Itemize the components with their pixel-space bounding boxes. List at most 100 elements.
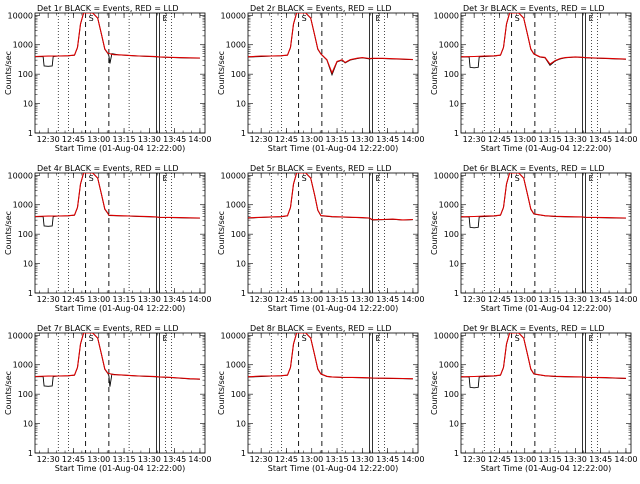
y-tick-label: 1000 (13, 201, 33, 210)
x-tick-label: 12:30 (250, 135, 273, 144)
events-series-line (35, 333, 200, 387)
y-tick-label: 1000 (13, 41, 33, 50)
y-tick-label: 1000 (226, 361, 246, 370)
x-tick-label: 12:45 (488, 135, 511, 144)
x-tick-label: 14:00 (188, 455, 211, 464)
y-tick-label: 100 (231, 70, 246, 79)
lld-series-line (248, 13, 413, 75)
x-axis-label: Start Time (01-Aug-04 12:22:00) (268, 304, 399, 313)
y-tick-label: 1000 (439, 201, 459, 210)
x-axis-label: Start Time (01-Aug-04 12:22:00) (481, 304, 612, 313)
panel-title: Det 4r BLACK = Events, RED = LLD (37, 164, 179, 173)
x-tick-label: 13:15 (113, 135, 136, 144)
x-tick-label: 13:15 (539, 135, 562, 144)
x-tick-label: 14:00 (614, 135, 637, 144)
y-tick-label: 1000 (439, 41, 459, 50)
end-marker-label: E (375, 174, 380, 183)
end-marker-label: E (588, 174, 593, 183)
end-marker-label: E (375, 14, 380, 23)
start-marker-label: S (89, 14, 94, 23)
y-tick-label: 10000 (434, 11, 459, 20)
x-tick-label: 13:00 (300, 455, 323, 464)
start-marker-label: S (302, 14, 307, 23)
x-axis-label: Start Time (01-Aug-04 12:22:00) (55, 304, 186, 313)
y-axis-label: Counts/sec (430, 371, 439, 415)
x-tick-label: 12:30 (37, 295, 60, 304)
y-tick-label: 1 (454, 449, 459, 458)
detector-panel-5: Det 5r BLACK = Events, RED = LLD 1 10 100 10… (217, 164, 424, 313)
x-tick-label: 13:00 (87, 135, 110, 144)
events-series-line (461, 173, 626, 229)
x-tick-label: 12:30 (37, 135, 60, 144)
x-tick-label: 13:45 (589, 135, 612, 144)
x-tick-label: 13:00 (300, 135, 323, 144)
x-tick-label: 12:45 (488, 455, 511, 464)
x-tick-label: 12:30 (250, 295, 273, 304)
x-tick-label: 13:00 (513, 135, 536, 144)
start-marker-label: S (89, 334, 94, 343)
y-tick-label: 1000 (226, 201, 246, 210)
x-tick-label: 14:00 (401, 295, 424, 304)
x-tick-label: 12:45 (62, 295, 85, 304)
x-tick-label: 13:15 (326, 135, 349, 144)
y-tick-label: 10 (236, 420, 246, 429)
x-tick-label: 12:45 (275, 295, 298, 304)
x-axis-label: Start Time (01-Aug-04 12:22:00) (268, 464, 399, 473)
plot-frame (34, 12, 206, 134)
x-tick-label: 13:15 (326, 295, 349, 304)
panel-title: Det 5r BLACK = Events, RED = LLD (250, 164, 392, 173)
y-tick-label: 100 (444, 230, 459, 239)
events-series-line (35, 173, 200, 227)
y-tick-label: 10 (449, 420, 459, 429)
plot-frame (460, 172, 632, 294)
end-marker-label: E (162, 174, 167, 183)
x-tick-label: 13:15 (539, 295, 562, 304)
y-tick-label: 10000 (8, 11, 33, 20)
y-tick-label: 1000 (226, 41, 246, 50)
y-tick-label: 10000 (8, 171, 33, 180)
detector-panel-6: Det 6r BLACK = Events, RED = LLD 1 10 100 10… (430, 164, 637, 313)
x-tick-label: 12:30 (463, 295, 486, 304)
events-series-line (461, 13, 626, 69)
x-tick-label: 12:30 (463, 135, 486, 144)
detector-panel-2: Det 2r BLACK = Events, RED = LLD 1 10 100 10… (217, 4, 424, 153)
y-tick-label: 1 (241, 289, 246, 298)
x-tick-label: 13:45 (589, 455, 612, 464)
panel-title: Det 6r BLACK = Events, RED = LLD (463, 164, 605, 173)
x-tick-label: 12:45 (62, 455, 85, 464)
lld-series-line (248, 173, 413, 221)
x-axis-label: Start Time (01-Aug-04 12:22:00) (268, 144, 399, 153)
end-marker-label: E (162, 14, 167, 23)
x-tick-label: 14:00 (401, 455, 424, 464)
y-axis-label: Counts/sec (4, 51, 13, 95)
x-tick-label: 13:30 (138, 295, 161, 304)
y-tick-label: 10 (23, 420, 33, 429)
y-axis-label: Counts/sec (217, 211, 226, 255)
x-axis-label: Start Time (01-Aug-04 12:22:00) (481, 464, 612, 473)
x-axis-label: Start Time (01-Aug-04 12:22:00) (55, 144, 186, 153)
detector-panel-1: Det 1r BLACK = Events, RED = LLD 1 10 100 10… (4, 4, 211, 153)
x-tick-label: 13:30 (351, 135, 374, 144)
panel-title: Det 3r BLACK = Events, RED = LLD (463, 4, 605, 13)
x-tick-label: 13:30 (138, 455, 161, 464)
events-series-line (35, 13, 200, 67)
x-tick-label: 14:00 (614, 295, 637, 304)
x-tick-label: 13:45 (163, 455, 186, 464)
events-series-line (248, 13, 413, 77)
y-tick-label: 10000 (8, 331, 33, 340)
x-tick-label: 13:00 (300, 295, 323, 304)
y-tick-label: 10000 (221, 11, 246, 20)
lld-series-line (248, 333, 413, 380)
detector-panel-8: Det 8r BLACK = Events, RED = LLD 1 10 100 10… (217, 324, 424, 473)
lld-series-line (461, 13, 626, 65)
start-marker-label: S (302, 334, 307, 343)
y-tick-label: 10 (449, 260, 459, 269)
x-tick-label: 13:45 (163, 295, 186, 304)
plot-frame (247, 172, 419, 294)
y-tick-label: 100 (444, 70, 459, 79)
detector-panel-9: Det 9r BLACK = Events, RED = LLD 1 10 100 10… (430, 324, 637, 473)
x-axis-label: Start Time (01-Aug-04 12:22:00) (481, 144, 612, 153)
plot-frame (247, 332, 419, 454)
x-tick-label: 13:30 (564, 295, 587, 304)
end-marker-label: E (588, 334, 593, 343)
